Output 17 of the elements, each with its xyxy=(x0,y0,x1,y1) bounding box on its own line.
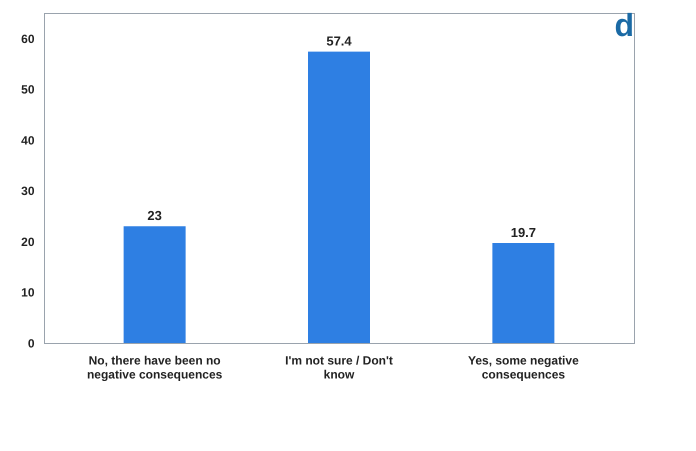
y-tick-label: 40 xyxy=(21,133,35,148)
y-tick-label: 10 xyxy=(21,286,35,300)
y-tick-label: 50 xyxy=(21,82,35,97)
bar xyxy=(124,226,186,343)
y-tick-label: 30 xyxy=(21,184,35,198)
x-tick-label: No, there have been no negative consequences xyxy=(86,354,223,382)
y-tick-label: 20 xyxy=(21,234,35,249)
y-tick-label: 0 xyxy=(28,336,35,350)
data-label: 23 xyxy=(147,208,162,224)
bar xyxy=(492,242,554,343)
bar xyxy=(308,52,370,343)
y-tick-label: 60 xyxy=(21,32,35,46)
data-label: 19.7 xyxy=(510,224,536,240)
data-label: 57.4 xyxy=(326,34,352,49)
x-tick-label: I'm not sure / Don't know xyxy=(285,354,393,382)
chart-title: d xyxy=(614,7,634,43)
x-tick-label: Yes, some negative consequences xyxy=(468,354,580,382)
